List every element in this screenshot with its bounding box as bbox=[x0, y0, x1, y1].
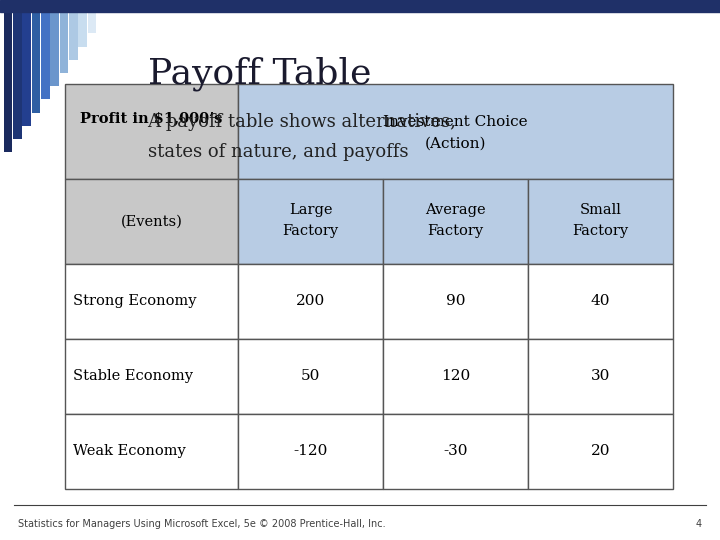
Bar bbox=[528, 414, 673, 489]
Bar bbox=[32, 12, 40, 113]
Text: 200: 200 bbox=[296, 294, 325, 308]
Bar bbox=[50, 12, 59, 86]
Text: Large: Large bbox=[289, 202, 333, 217]
Bar bbox=[69, 12, 78, 60]
Text: Statistics for Managers Using Microsoft Excel, 5e © 2008 Prentice-Hall, Inc.: Statistics for Managers Using Microsoft … bbox=[18, 519, 386, 529]
Bar bbox=[383, 264, 528, 339]
Bar bbox=[65, 84, 238, 179]
Bar bbox=[238, 179, 383, 264]
Bar bbox=[78, 12, 87, 46]
Text: Factory: Factory bbox=[572, 224, 629, 238]
Text: 90: 90 bbox=[446, 294, 465, 308]
Bar bbox=[65, 339, 238, 414]
Bar bbox=[88, 12, 96, 33]
Bar bbox=[238, 84, 673, 179]
Bar bbox=[238, 264, 383, 339]
Text: Factory: Factory bbox=[428, 224, 484, 238]
Text: Profit in $1,000’s: Profit in $1,000’s bbox=[81, 111, 222, 125]
Bar bbox=[65, 264, 238, 339]
Bar bbox=[13, 12, 22, 139]
Text: 4: 4 bbox=[696, 519, 702, 529]
Text: 30: 30 bbox=[591, 369, 611, 383]
Bar bbox=[60, 12, 68, 73]
Bar bbox=[41, 12, 50, 99]
Bar bbox=[22, 12, 31, 126]
Text: Strong Economy: Strong Economy bbox=[73, 294, 197, 308]
Text: -120: -120 bbox=[294, 444, 328, 458]
Text: 50: 50 bbox=[301, 369, 320, 383]
Text: (Action): (Action) bbox=[425, 136, 487, 150]
Text: Payoff Table: Payoff Table bbox=[148, 57, 371, 91]
Text: states of nature, and payoffs: states of nature, and payoffs bbox=[148, 143, 408, 161]
Text: 120: 120 bbox=[441, 369, 470, 383]
Text: 40: 40 bbox=[591, 294, 611, 308]
Bar bbox=[4, 12, 12, 152]
Text: (Events): (Events) bbox=[120, 214, 182, 228]
Bar bbox=[528, 339, 673, 414]
Text: -30: -30 bbox=[444, 444, 468, 458]
Text: A payoff table shows alternatives,: A payoff table shows alternatives, bbox=[148, 113, 456, 131]
Text: Average: Average bbox=[426, 202, 486, 217]
Text: Stable Economy: Stable Economy bbox=[73, 369, 194, 383]
Bar bbox=[65, 179, 238, 264]
Text: 20: 20 bbox=[591, 444, 611, 458]
Bar bbox=[65, 414, 238, 489]
Bar bbox=[383, 179, 528, 264]
Text: Factory: Factory bbox=[283, 224, 338, 238]
Bar bbox=[0, 0, 720, 12]
Bar bbox=[238, 414, 383, 489]
Bar bbox=[383, 339, 528, 414]
Text: Weak Economy: Weak Economy bbox=[73, 444, 186, 458]
Bar bbox=[528, 179, 673, 264]
Bar bbox=[528, 264, 673, 339]
Text: Small: Small bbox=[580, 202, 621, 217]
Bar bbox=[238, 339, 383, 414]
Bar bbox=[383, 414, 528, 489]
Text: Investment Choice: Investment Choice bbox=[383, 114, 528, 129]
